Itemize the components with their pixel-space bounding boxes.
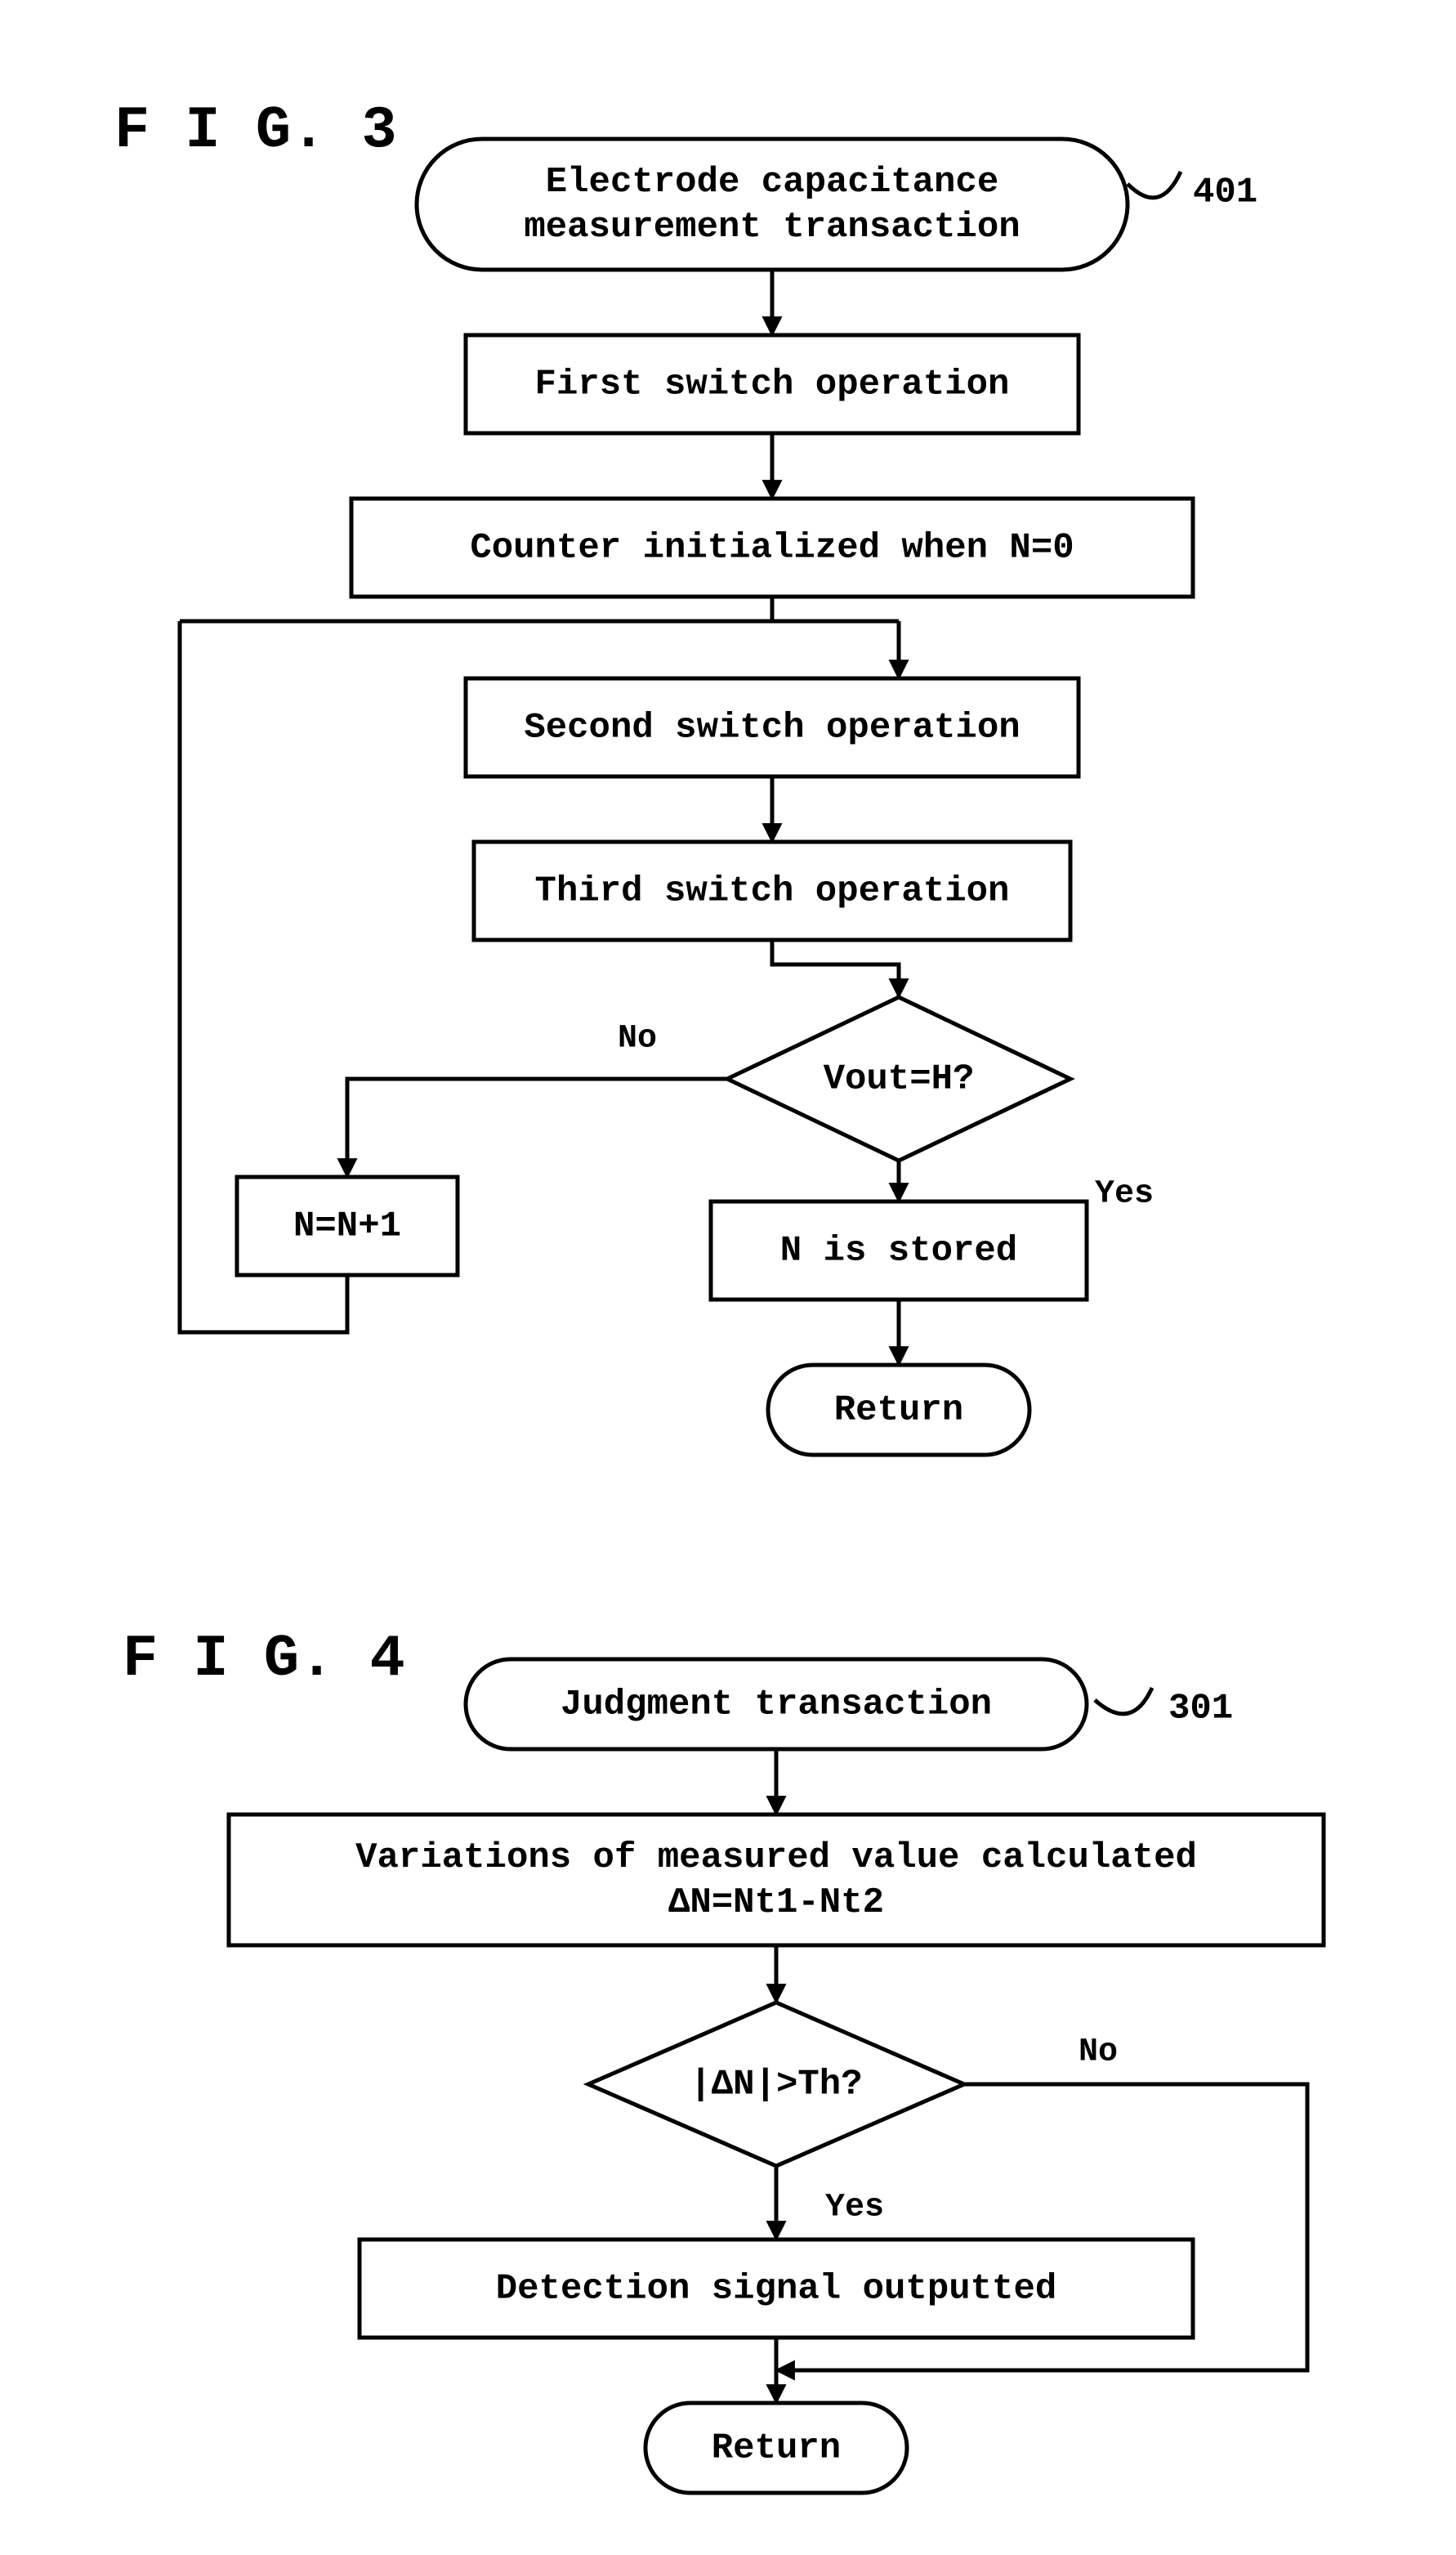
svg-text:301: 301	[1168, 1689, 1233, 1729]
svg-text:Variations of measured value c: Variations of measured value calculated	[355, 1837, 1197, 1878]
svg-text:Return: Return	[834, 1390, 963, 1431]
svg-text:measurement transaction: measurement transaction	[524, 207, 1020, 248]
svg-text:Counter initialized when N=0: Counter initialized when N=0	[470, 528, 1074, 569]
svg-text:N is stored: N is stored	[780, 1231, 1017, 1272]
svg-text:N=N+1: N=N+1	[293, 1206, 401, 1247]
svg-text:Judgment transaction: Judgment transaction	[561, 1685, 992, 1725]
svg-text:No: No	[618, 1021, 657, 1058]
svg-text:First switch operation: First switch operation	[535, 365, 1010, 405]
svg-text:|ΔN|>Th?: |ΔN|>Th?	[690, 2065, 862, 2105]
svg-text:Detection signal outputted: Detection signal outputted	[496, 2269, 1057, 2310]
svg-text:F I G. 3: F I G. 3	[114, 97, 397, 164]
svg-text:Yes: Yes	[825, 2190, 884, 2226]
svg-text:Electrode capacitance: Electrode capacitance	[546, 162, 999, 203]
svg-text:No: No	[1079, 2034, 1118, 2071]
svg-text:401: 401	[1193, 172, 1257, 213]
svg-text:Return: Return	[712, 2428, 841, 2469]
svg-text:Yes: Yes	[1095, 1176, 1154, 1213]
svg-text:Vout=H?: Vout=H?	[824, 1059, 975, 1100]
svg-text:Second switch operation: Second switch operation	[524, 708, 1020, 749]
svg-text:Third switch operation: Third switch operation	[535, 871, 1010, 912]
svg-text:F I G. 4: F I G. 4	[123, 1626, 405, 1693]
svg-text:ΔN=Nt1-Nt2: ΔN=Nt1-Nt2	[668, 1882, 884, 1923]
